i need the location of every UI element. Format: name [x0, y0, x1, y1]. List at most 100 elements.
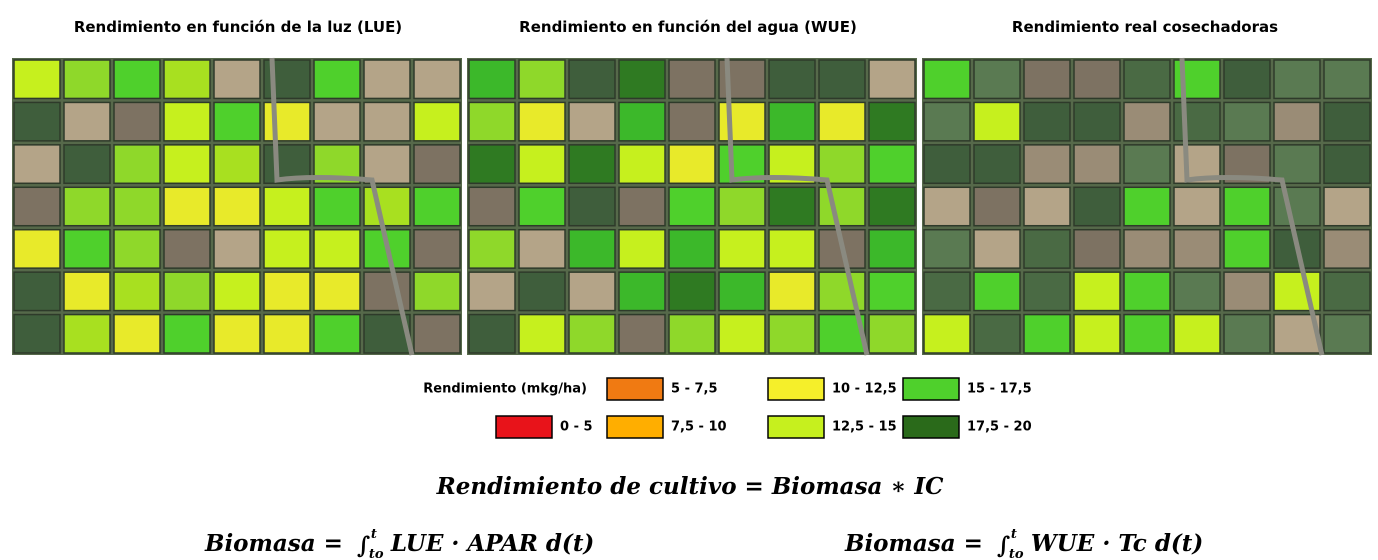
legend-swatch	[606, 415, 664, 439]
field	[1323, 59, 1371, 100]
field	[1323, 144, 1371, 185]
integral-lower: to	[369, 547, 384, 560]
field	[768, 186, 816, 227]
field	[923, 186, 971, 227]
panel-title: Rendimiento en función de la luz (LUE)	[74, 18, 402, 36]
formula-lhs: Biomasa =	[844, 530, 983, 557]
field	[868, 59, 916, 100]
field	[1323, 228, 1371, 269]
field	[313, 228, 361, 269]
field	[518, 59, 566, 100]
field	[1123, 186, 1171, 227]
field	[163, 186, 211, 227]
field	[568, 186, 616, 227]
maps	[12, 57, 1372, 356]
field	[518, 101, 566, 142]
field	[313, 186, 361, 227]
field	[668, 101, 716, 142]
map-panel	[12, 57, 462, 356]
legend-swatch	[902, 377, 960, 401]
field	[618, 228, 666, 269]
field	[1173, 186, 1221, 227]
integral-lower: to	[1009, 547, 1024, 560]
field	[263, 186, 311, 227]
field	[768, 59, 816, 100]
field	[1123, 144, 1171, 185]
field	[1023, 59, 1071, 100]
field	[718, 271, 766, 312]
field	[163, 313, 211, 354]
field	[113, 228, 161, 269]
field	[518, 186, 566, 227]
field	[1073, 186, 1121, 227]
field	[868, 144, 916, 185]
field	[518, 228, 566, 269]
field	[313, 101, 361, 142]
field	[923, 228, 971, 269]
field	[518, 144, 566, 185]
field	[213, 144, 261, 185]
field	[313, 313, 361, 354]
legend-label: 10 - 12,5	[832, 382, 897, 397]
legend-swatch	[495, 415, 553, 439]
field	[1123, 271, 1171, 312]
field	[363, 271, 411, 312]
legend-title: Rendimiento (mkg/ha)	[423, 382, 587, 397]
road	[1179, 57, 1325, 356]
field	[568, 101, 616, 142]
field	[63, 101, 111, 142]
field	[413, 186, 461, 227]
field	[1323, 271, 1371, 312]
road	[269, 57, 415, 356]
field	[1023, 144, 1071, 185]
field	[13, 313, 61, 354]
field	[1273, 144, 1321, 185]
formulas: Biomasa = ∫ tto LUE · APAR d(t) Biomasa = ∫ tt…	[204, 527, 1203, 560]
field	[1123, 313, 1171, 354]
field	[468, 313, 516, 354]
field	[973, 186, 1021, 227]
field	[1173, 313, 1221, 354]
field	[113, 271, 161, 312]
field	[568, 59, 616, 100]
field	[468, 228, 516, 269]
field	[818, 271, 866, 312]
legend-swatch	[606, 377, 664, 401]
field	[1223, 186, 1271, 227]
formula-main: Rendimiento de cultivo = Biomasa ∗ IC	[436, 473, 945, 500]
field	[1023, 186, 1071, 227]
field	[413, 144, 461, 185]
field	[1223, 271, 1271, 312]
field	[63, 186, 111, 227]
legend-label: 0 - 5	[560, 420, 593, 435]
field	[818, 101, 866, 142]
field	[113, 59, 161, 100]
field	[518, 271, 566, 312]
field	[213, 228, 261, 269]
field	[1123, 59, 1171, 100]
field	[973, 228, 1021, 269]
field	[568, 271, 616, 312]
field	[1173, 101, 1221, 142]
field	[1273, 101, 1321, 142]
field	[923, 144, 971, 185]
field	[1073, 144, 1121, 185]
field	[1323, 101, 1371, 142]
map-panel	[467, 57, 917, 356]
field	[1123, 101, 1171, 142]
field	[668, 228, 716, 269]
field	[618, 144, 666, 185]
field	[668, 186, 716, 227]
field	[518, 313, 566, 354]
integral-sign: ∫	[997, 532, 1010, 559]
field	[1073, 59, 1121, 100]
legend-label: 7,5 - 10	[671, 420, 727, 435]
field	[1073, 101, 1121, 142]
integral-upper: t	[371, 527, 377, 542]
integral-sign: ∫	[357, 532, 370, 559]
field	[13, 59, 61, 100]
field	[1073, 313, 1121, 354]
field	[113, 186, 161, 227]
legend-swatch	[767, 415, 825, 439]
field	[1023, 271, 1071, 312]
